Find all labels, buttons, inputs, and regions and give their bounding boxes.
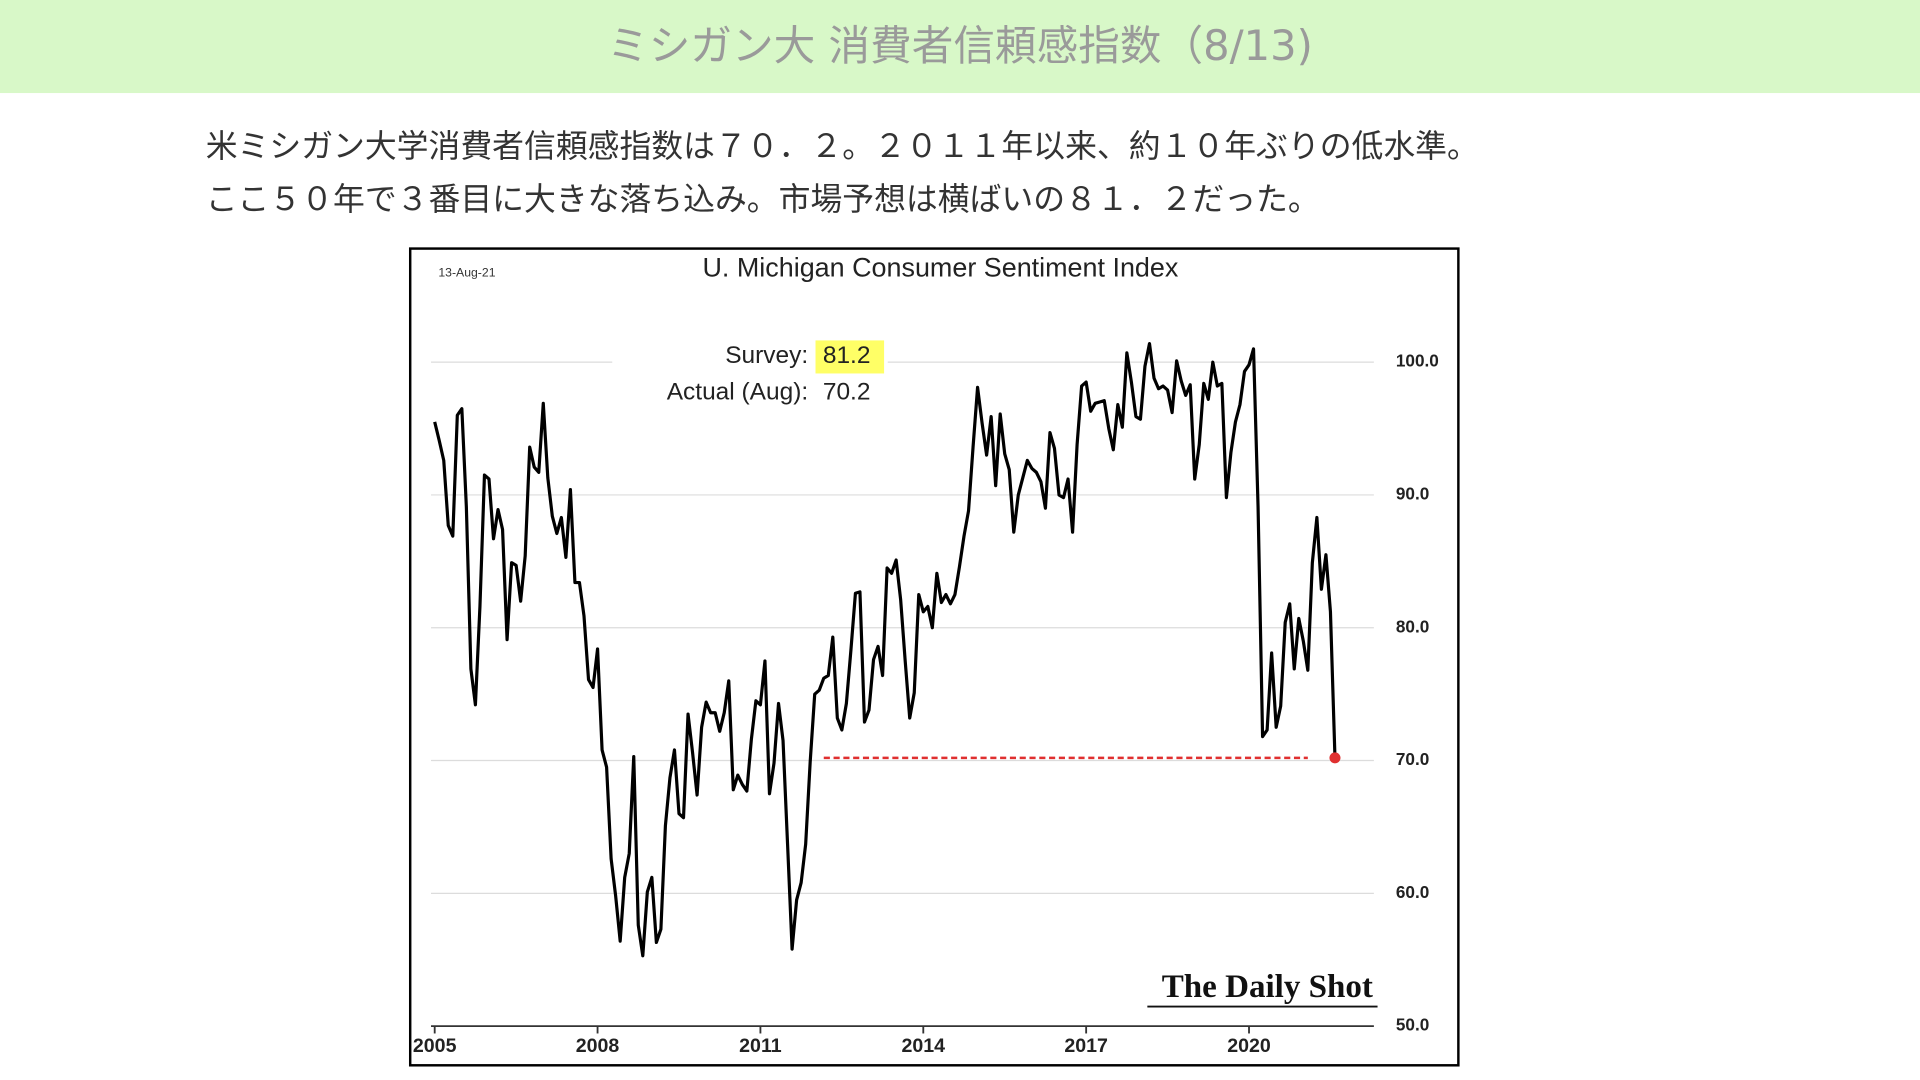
source-logo: The Daily Shot	[1162, 969, 1373, 1005]
x-tick-label: 2008	[576, 1035, 620, 1057]
annotation-value: 70.2	[823, 379, 871, 406]
annotation-highlight	[815, 340, 885, 374]
y-tick-label: 50.0	[1396, 1015, 1429, 1035]
y-tick-label: 80.0	[1396, 616, 1429, 636]
header-band	[0, 0, 1920, 94]
x-tick-label: 2005	[413, 1035, 457, 1057]
y-tick-label: 100.0	[1396, 351, 1439, 371]
chart-title: U. Michigan Consumer Sentiment Index	[702, 252, 1178, 282]
last-point	[1329, 752, 1341, 764]
annotation-label: Survey:	[725, 342, 808, 369]
x-tick-label: 2020	[1227, 1035, 1271, 1057]
y-tick-label: 70.0	[1396, 749, 1429, 769]
series-line	[433, 341, 1337, 958]
x-tick-label: 2017	[1064, 1035, 1108, 1057]
body-line: 米ミシガン大学消費者信頼感指数は７０．２。２０１１年以来、約１０年ぶりの低水準。	[206, 127, 1479, 165]
annotation-label: Actual (Aug):	[667, 379, 808, 406]
body-line: ここ５０年で３番目に大きな落ち込み。市場予想は横ばいの８１．２だった。	[206, 180, 1320, 218]
chart-frame	[408, 247, 1460, 1067]
x-tick-label: 2011	[739, 1035, 782, 1057]
y-tick-label: 90.0	[1396, 483, 1429, 503]
header-title: ミシガン大 消費者信頼感指数（8/13)	[607, 21, 1313, 70]
y-tick-label: 60.0	[1396, 882, 1429, 902]
date-label: 13-Aug-21	[438, 265, 495, 279]
annotation-value: 81.2	[823, 342, 871, 369]
chart: 13-Aug-21 U. Michigan Consumer Sentiment…	[413, 252, 1439, 1057]
x-tick-label: 2014	[902, 1035, 946, 1057]
